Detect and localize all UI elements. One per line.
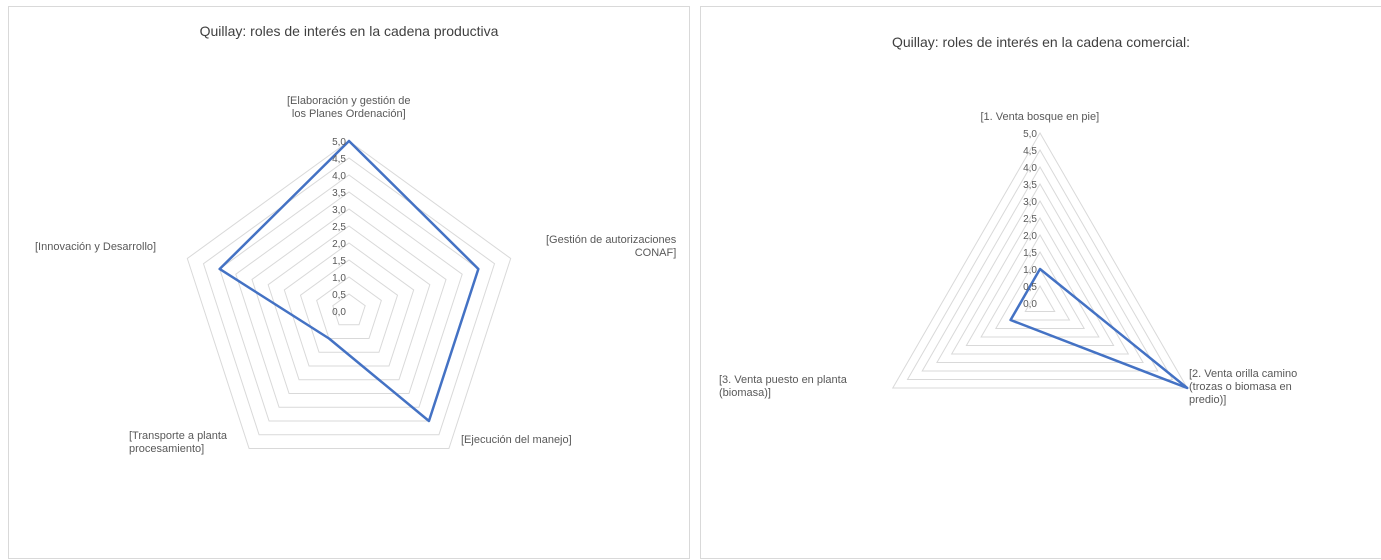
axis-tick-label: 0,0	[332, 307, 346, 318]
axis-tick-label: 0,5	[1023, 282, 1037, 293]
grid-ring	[906, 149, 1174, 380]
axis-tick-label: 3,0	[332, 205, 346, 216]
grid-ring	[316, 276, 382, 340]
axis-tick-label: 2,0	[1023, 231, 1037, 242]
category-label: [Transporte a planta procesamiento]	[129, 430, 228, 455]
grid-ring	[980, 234, 1100, 338]
axis-tick-label: 4,5	[332, 154, 346, 165]
grid-ring	[267, 225, 431, 381]
series-line	[1009, 267, 1189, 390]
axis-tick-label: 3,5	[1023, 180, 1037, 191]
axis-tick-label: 5,0	[1023, 129, 1037, 140]
category-label: [Gestión de autorizaciones CONAF]	[546, 234, 677, 259]
grid-ring	[332, 293, 366, 326]
axis-tick-label: 1,5	[332, 256, 346, 267]
axis-tick-label: 3,5	[332, 188, 346, 199]
axis-tick-label: 3,0	[1023, 197, 1037, 208]
chart-panel-productiva: Quillay: roles de interés en la cadena p…	[8, 6, 690, 559]
category-label: [Elaboración y gestión de los Planes Orde…	[287, 95, 411, 120]
axis-tick-label: 0,0	[1023, 299, 1037, 310]
category-label: [Ejecución del manejo]	[461, 434, 572, 446]
radar-chart-productiva: 0,0 0,5 1,0 1,5 2,0 2,5 3,0 3,5 4,0 4,5 5,0	[186, 137, 512, 450]
grid-ring	[936, 183, 1144, 363]
grid-ring	[251, 208, 447, 395]
grid-ring	[1024, 285, 1056, 312]
axis-tick-label: 1,0	[1023, 265, 1037, 276]
grid-ring	[891, 131, 1189, 389]
axis-tick-label: 4,5	[1023, 146, 1037, 157]
axis-tick-label: 2,0	[332, 239, 346, 250]
grid-ring	[1009, 267, 1071, 321]
axis-tick-label: 0,5	[332, 290, 346, 301]
category-label: [1. Venta bosque en pie]	[980, 111, 1100, 123]
axis-tick-label: 4,0	[332, 171, 346, 182]
category-label: [Innovación y Desarrollo]	[35, 241, 157, 253]
grid-ring	[186, 140, 512, 450]
grid-ring	[921, 165, 1159, 372]
grid-ring	[283, 242, 415, 367]
axis-tick-label: 4,0	[1023, 163, 1037, 174]
radar-chart-comercial: 0,0 0,5 1,0 1,5 2,0 2,5 3,0 3,5 4,0 4,5 5,0	[891, 129, 1189, 390]
axis-tick-label: 1,0	[332, 273, 346, 284]
chart-panel-comercial: Quillay: roles de interés en la cadena c…	[700, 6, 1381, 559]
grid-ring	[299, 259, 399, 353]
grid-ring	[235, 191, 463, 408]
axis-tick-label: 2,5	[1023, 214, 1037, 225]
axis-tick-label: 2,5	[332, 222, 346, 233]
grid-ring	[965, 216, 1115, 346]
chart-title: Quillay: roles de interés en la cadena c…	[891, 34, 1191, 50]
grid-ring	[994, 251, 1086, 329]
series-line	[218, 139, 480, 423]
chart-title: Quillay: roles de interés en la cadena p…	[199, 23, 499, 39]
grid-ring	[202, 157, 496, 436]
category-label: [2. Venta orilla camino (trozas o biomasa…	[1189, 368, 1298, 406]
category-label: [3. Venta puesto en planta (biomasa)]	[719, 374, 847, 399]
grid-ring	[219, 174, 479, 422]
axis-tick-label: 1,5	[1023, 248, 1037, 259]
grid-ring	[950, 200, 1130, 355]
axis-tick-label: 5,0	[332, 137, 346, 148]
